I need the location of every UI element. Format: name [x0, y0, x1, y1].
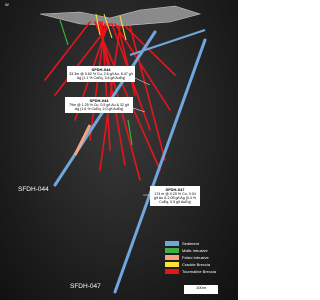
legend-item: Mafic Intrusive: [165, 247, 233, 254]
callout-text: 174 m @ 0.29 % Cu, 0.04 g/t Au & 2.05 g/…: [153, 191, 197, 205]
legend-swatch: [165, 255, 179, 260]
legend-item: Tourmaline Breccia: [165, 268, 233, 275]
hole-other: [129, 29, 206, 56]
section-view: W SFDH-044 33.3m @ 0.62 % Cu, 2.6 g/t Au,…: [0, 0, 238, 300]
legend-swatch: [165, 269, 179, 274]
callout-title: SFDH-047: [165, 186, 185, 192]
legend-label: Crackle Breccia: [182, 262, 211, 267]
legend-label: Tourmaline Breccia: [182, 269, 217, 274]
legend-item: Crackle Breccia: [165, 261, 233, 268]
callout: SFDH-044 79m @ 1.25 % Cu, 0.5 g/t Au & 32…: [65, 97, 133, 113]
legend-label: Mafic Intrusive: [182, 248, 208, 253]
felsic-segment: [73, 124, 92, 156]
mafic-holes: [59, 19, 133, 146]
legend-swatch: [165, 262, 179, 267]
compass: W: [5, 2, 9, 7]
legend-label: Felsic Intrusive: [182, 255, 209, 260]
scale-bar: 100m: [184, 285, 218, 294]
callout: SFDH-047 174 m @ 0.29 % Cu, 0.04 g/t Au &…: [150, 186, 200, 207]
legend-label: Sediment: [182, 241, 199, 246]
legend-item: Sediment: [165, 240, 233, 247]
legend-swatch: [165, 248, 179, 253]
legend: Sediment Mafic Intrusive Felsic Intrusive C…: [165, 240, 233, 275]
callout: SFDH-044 33.3m @ 0.62 % Cu, 2.6 g/t Au, 8…: [67, 66, 135, 82]
legend-item: Felsic Intrusive: [165, 254, 233, 261]
callout-text: 33.3m @ 0.62 % Cu, 2.6 g/t Au, 8.47 g/t …: [69, 71, 133, 81]
callout-title: SFDH-044: [91, 66, 111, 72]
legend-swatch: [165, 241, 179, 246]
callout-text: 79m @ 1.25 % Cu, 0.5 g/t Au & 32 g/t Ag …: [69, 102, 129, 112]
hole-label: SFDH-044: [18, 186, 49, 193]
breccia-holes: [95, 13, 127, 41]
callout-title: SFDH-044: [89, 97, 109, 103]
leader-lines: [132, 77, 151, 196]
hole-047: [113, 38, 207, 294]
hole-label: SFDH-047: [70, 283, 101, 290]
